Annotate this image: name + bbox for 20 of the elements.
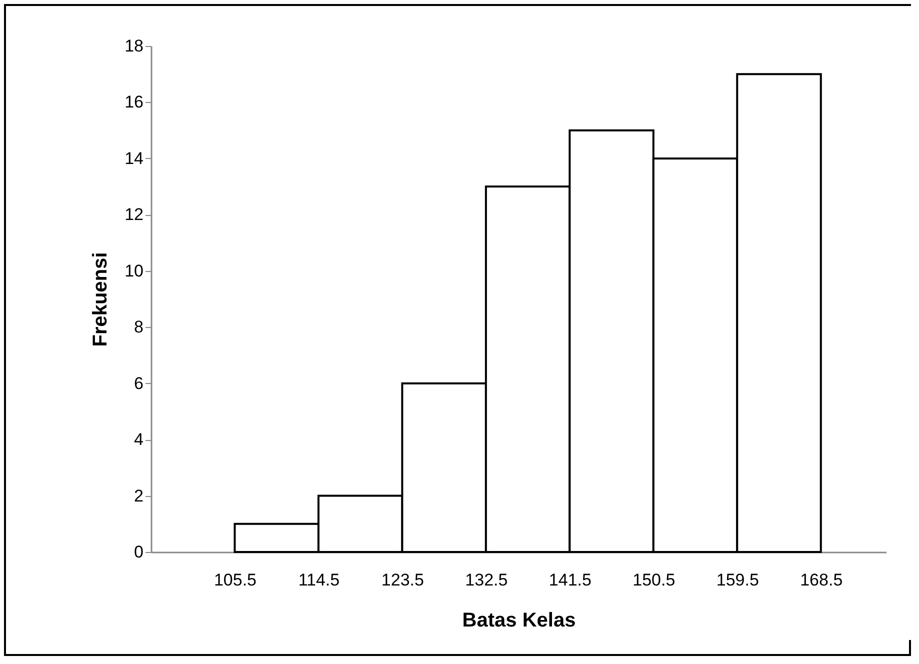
y-tick-label: 14	[124, 148, 144, 168]
x-tick-label: 105.5	[214, 570, 257, 590]
y-tick-label: 12	[124, 205, 144, 224]
x-tick-label: 123.5	[381, 570, 424, 590]
y-tick-label: 4	[134, 430, 144, 450]
y-tick-label: 8	[134, 318, 144, 337]
y-axis-title: Frekuensi	[90, 252, 112, 347]
y-tick-label: 16	[124, 92, 144, 112]
x-axis-title: Batas Kelas	[462, 610, 576, 632]
x-tick-label: 114.5	[298, 570, 340, 590]
x-tick-label: 150.5	[632, 570, 676, 590]
x-tick-label: 141.5	[548, 570, 592, 590]
x-tick-label: 132.5	[465, 570, 508, 590]
y-tick-label: 2	[134, 486, 144, 506]
y-tick-label: 6	[134, 374, 144, 393]
y-tick-label: 18	[124, 36, 144, 56]
x-tick-label: 168.5	[800, 570, 843, 590]
y-tick-label: 10	[124, 261, 144, 280]
y-tick-label: 0	[134, 542, 144, 562]
x-tick-label: 159.5	[716, 570, 759, 590]
